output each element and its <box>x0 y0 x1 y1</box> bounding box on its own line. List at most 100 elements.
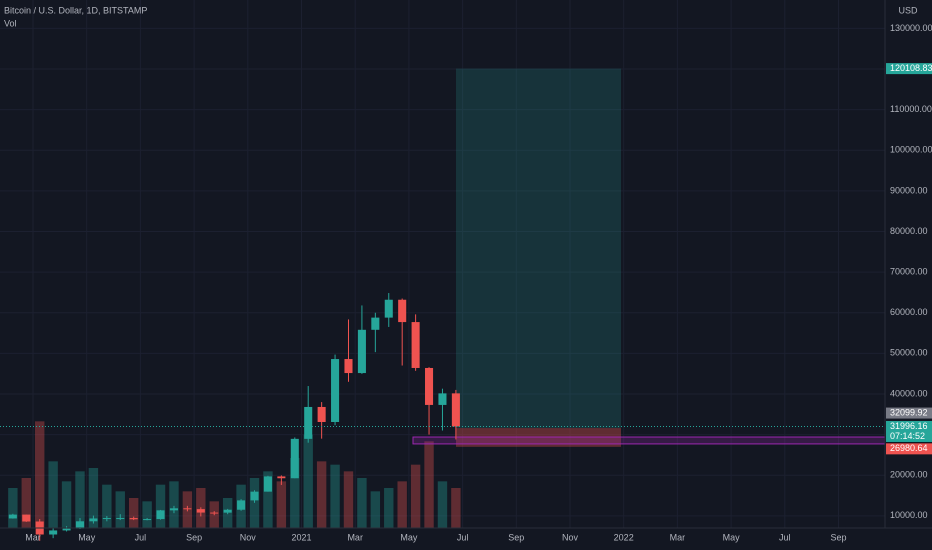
volume-bar <box>303 434 313 528</box>
volume-label: Vol <box>4 18 17 28</box>
candle-body <box>384 299 393 318</box>
candle-body <box>62 528 71 531</box>
candle-body <box>438 393 447 405</box>
target-price-label-bg <box>886 63 932 75</box>
y-tick-label: 130000.00 <box>890 23 932 33</box>
x-tick-label: Jul <box>457 532 469 542</box>
x-tick-label: Sep <box>830 532 846 542</box>
volume-bar <box>8 488 18 528</box>
candle-body <box>237 500 246 510</box>
countdown-label-bg <box>886 430 932 442</box>
volume-bar <box>155 484 166 528</box>
x-tick-label: Nov <box>562 532 579 542</box>
candle-body <box>183 508 192 510</box>
volume-bar <box>249 478 260 528</box>
y-tick-label: 110000.00 <box>890 104 932 114</box>
volume-bar <box>370 491 381 528</box>
x-tick-label: May <box>723 532 741 542</box>
volume-bar <box>290 458 300 528</box>
volume-bar <box>316 461 327 528</box>
volume-bar <box>384 488 394 528</box>
candle-body <box>277 476 286 479</box>
volume-bar <box>343 471 354 528</box>
volume-bar <box>75 471 85 528</box>
stop-price-label-bg <box>886 443 932 455</box>
candle-body <box>304 406 313 439</box>
candle-body <box>331 359 340 422</box>
countdown-label: 07:14:52 <box>890 431 925 441</box>
x-tick-label: Mar <box>670 532 686 542</box>
volume-bar <box>35 421 45 528</box>
candle-body <box>8 514 17 519</box>
volume-bar <box>330 464 340 528</box>
candle-body <box>89 518 98 522</box>
candle-body <box>49 530 58 535</box>
volume-bar <box>424 441 434 528</box>
y-tick-label: 50000.00 <box>890 348 928 358</box>
candle-body <box>129 518 138 520</box>
x-tick-label: Jul <box>135 532 147 542</box>
candle-body <box>425 367 434 405</box>
candle-body <box>156 510 165 520</box>
x-tick-label: May <box>400 532 418 542</box>
candle-body <box>196 509 205 513</box>
grid <box>0 0 885 528</box>
volume-bar <box>410 464 421 528</box>
currency-label: USD <box>898 5 918 15</box>
volume-bar <box>142 501 152 528</box>
candle-body <box>411 322 420 368</box>
candle-body <box>250 491 259 501</box>
volume-bar <box>169 481 179 528</box>
volume-bar <box>115 491 125 528</box>
volume-bar <box>61 481 72 528</box>
x-tick-label: Sep <box>508 532 524 542</box>
target-price-label: 120108.83 <box>890 63 932 73</box>
x-tick-label: Mar <box>347 532 363 542</box>
x-tick-label: Jul <box>779 532 791 542</box>
volume-bar <box>276 481 287 528</box>
profit-zone <box>456 68 621 429</box>
candle-body <box>116 518 125 520</box>
candle-body <box>169 508 178 511</box>
current-price-label-bg <box>886 420 932 432</box>
y-tick-label: 80000.00 <box>890 226 928 236</box>
candle-body <box>102 518 111 520</box>
reference-price-label: 32099.92 <box>890 407 928 417</box>
candle-body <box>451 393 460 427</box>
candle-body <box>22 514 31 522</box>
x-tick-label: 2021 <box>291 532 311 542</box>
support-zone <box>412 436 886 445</box>
chart-title: Bitcoin / U.S. Dollar, 1D, BITSTAMP <box>4 5 147 15</box>
y-tick-label: 20000.00 <box>890 470 928 480</box>
candle-body <box>143 519 152 521</box>
plot <box>0 68 886 541</box>
y-tick-label: 100000.00 <box>890 145 932 155</box>
candle-body <box>263 476 272 492</box>
x-tick-label: 2022 <box>614 532 634 542</box>
volume-bar <box>397 481 407 528</box>
x-tick-label: May <box>78 532 96 542</box>
axes: 10000.0020000.0030000.0040000.0050000.00… <box>25 23 932 542</box>
candle-body <box>223 509 232 513</box>
volume-bar <box>451 488 461 528</box>
y-tick-label: 60000.00 <box>890 307 928 317</box>
candle-body <box>210 512 219 514</box>
volume-bar <box>128 498 139 528</box>
volume-bar <box>48 461 58 528</box>
y-tick-label: 70000.00 <box>890 266 928 276</box>
y-tick-label: 90000.00 <box>890 185 928 195</box>
volume-bar <box>357 478 367 528</box>
volume-bar <box>102 484 112 528</box>
candle-body <box>75 521 85 529</box>
volume-bar <box>263 471 273 528</box>
x-tick-label: Sep <box>186 532 202 542</box>
candle-body <box>344 359 353 374</box>
candle-body <box>290 438 299 479</box>
volume-bar <box>21 478 31 528</box>
volume-bar <box>88 468 99 528</box>
y-tick-label: 10000.00 <box>890 510 928 520</box>
volume-bar <box>437 481 448 528</box>
